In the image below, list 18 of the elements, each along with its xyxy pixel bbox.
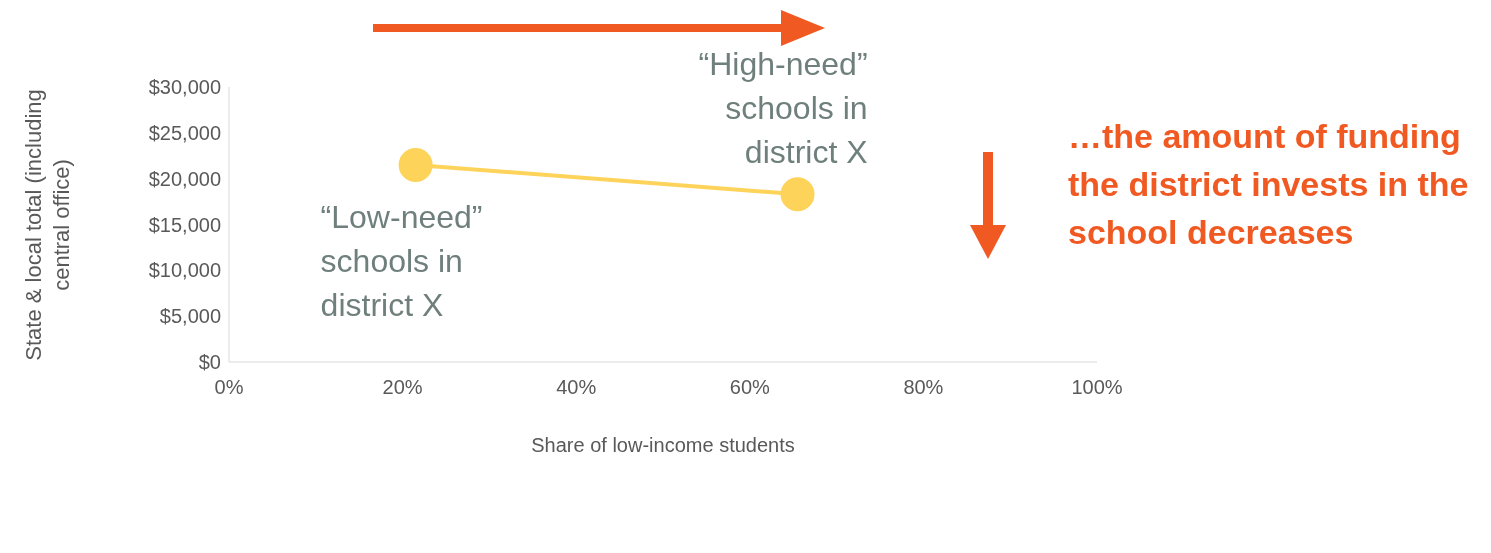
x-tick-label: 40% — [556, 376, 597, 399]
y-tick-label: $25,000 — [148, 121, 221, 144]
x-tick-label: 0% — [214, 376, 244, 399]
y-axis-title: State & local total (including central office) — [19, 87, 75, 363]
y-tick-label: $5,000 — [159, 305, 221, 328]
y-tick-label: $30,000 — [148, 76, 221, 99]
annotation: “Low-need” schools in district X — [320, 197, 484, 325]
annotation: “High-need” schools in district X — [697, 45, 868, 173]
x-tick-label: 80% — [903, 376, 944, 399]
y-tick-label: $20,000 — [148, 167, 221, 190]
x-tick-label: 20% — [382, 376, 423, 399]
x-tick-label: 100% — [1071, 376, 1123, 399]
y-tick-label: $0 — [198, 351, 221, 374]
y-tick-label: $15,000 — [148, 213, 221, 236]
x-tick-label: 60% — [729, 376, 771, 399]
annotation: …the amount of funding the district invests in the school decreases — [1068, 116, 1470, 253]
y-tick-label: $10,000 — [148, 259, 221, 282]
x-axis-title: Share of low-income students — [531, 434, 795, 456]
